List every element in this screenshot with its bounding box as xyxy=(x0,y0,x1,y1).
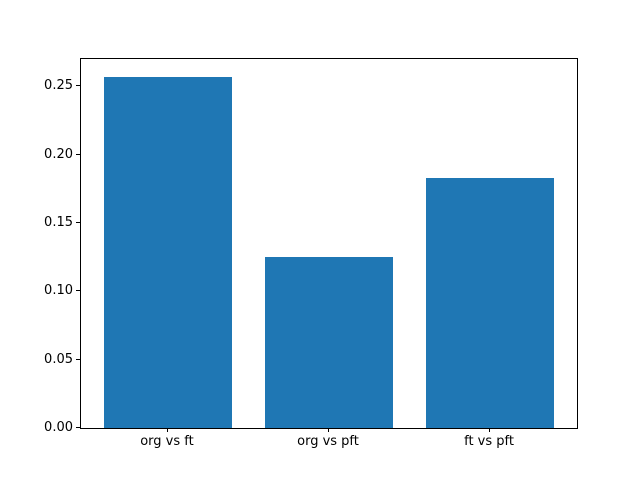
y-tick-label: 0.05 xyxy=(44,351,73,367)
y-tick-mark xyxy=(76,290,80,292)
y-tick-mark xyxy=(76,85,80,87)
x-tick-mark xyxy=(489,428,491,432)
y-tick-mark xyxy=(76,427,80,428)
x-tick-label-org-vs-ft: org vs ft xyxy=(140,434,194,449)
bar-org-vs-ft xyxy=(103,76,233,428)
y-tick-label: 0.20 xyxy=(44,146,73,162)
bar-ft-vs-pft xyxy=(425,177,555,428)
x-tick-mark xyxy=(166,428,168,432)
x-tick-label-ft-vs-pft: ft vs pft xyxy=(464,434,514,449)
plot-area xyxy=(80,58,578,429)
y-tick-label: 0.25 xyxy=(44,78,73,94)
y-tick-mark xyxy=(76,358,80,360)
y-tick-label: 0.15 xyxy=(44,215,73,230)
y-tick-mark xyxy=(76,222,80,223)
x-tick-mark xyxy=(328,428,329,432)
bar-org-vs-pft xyxy=(264,257,394,428)
y-tick-label: 0.10 xyxy=(44,283,73,299)
y-tick-mark xyxy=(76,153,80,155)
y-tick-label: 0.00 xyxy=(44,420,73,435)
x-tick-label-org-vs-pft: org vs pft xyxy=(297,434,359,449)
